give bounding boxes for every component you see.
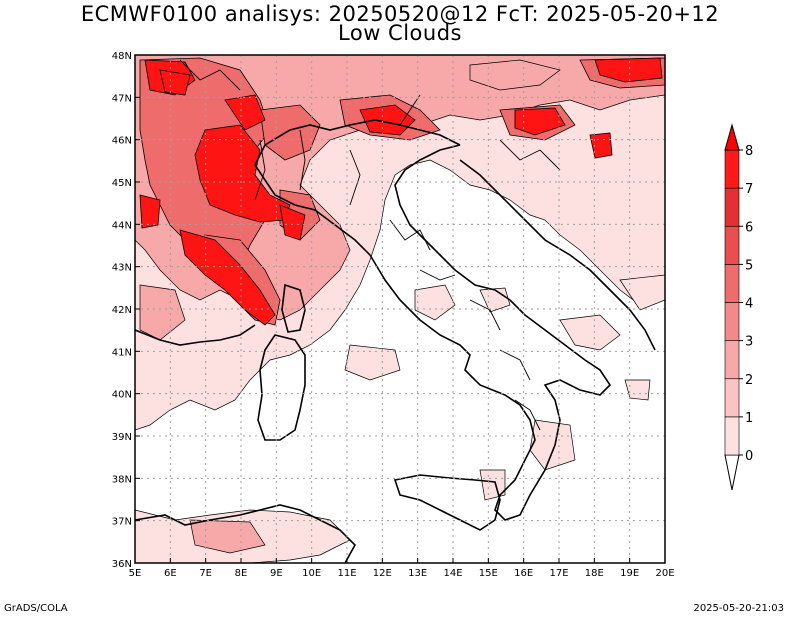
colorbar-label: 3 bbox=[745, 335, 753, 350]
colorbar-label: 5 bbox=[745, 258, 753, 273]
map-subtitle: Low Clouds bbox=[338, 21, 462, 45]
lat-tick-label: 46N bbox=[112, 136, 132, 147]
lat-tick-label: 38N bbox=[112, 474, 132, 485]
colorbar-low-triangle bbox=[724, 454, 740, 491]
lat-tick-label: 37N bbox=[112, 517, 132, 528]
lon-tick-label: 11E bbox=[337, 568, 356, 579]
lat-axis: 36N 37N 38N 39N 40N 41N 42N 43N 44N 45N 46N 47N 48N bbox=[112, 51, 140, 570]
lon-tick-label: 7E bbox=[199, 568, 212, 579]
region-borders bbox=[179, 59, 561, 431]
colorbar: 0 1 2 3 4 5 6 7 8 bbox=[724, 123, 753, 491]
lat-tick-label: 44N bbox=[112, 220, 132, 231]
colorbar-high-triangle bbox=[724, 123, 740, 151]
map-title: ECMWF0100 analisys: 20250520@12 FcT: 202… bbox=[80, 2, 720, 26]
footer-credit: GrADS/COLA bbox=[4, 603, 68, 614]
lat-tick-label: 41N bbox=[112, 347, 132, 358]
lon-axis: 5E 6E 7E 8E 9E 10E 11E 12E 13E 14E 15E 16E 17E 18E 19E… bbox=[129, 558, 675, 579]
lon-tick-label: 5E bbox=[129, 568, 142, 579]
lon-tick-label: 10E bbox=[302, 568, 321, 579]
lon-tick-label: 17E bbox=[549, 568, 568, 579]
colorbar-label: 1 bbox=[745, 411, 753, 426]
lon-tick-label: 19E bbox=[620, 568, 639, 579]
colorbar-swatch bbox=[724, 378, 740, 418]
colorbar-label: 8 bbox=[745, 144, 753, 159]
colorbar-swatch bbox=[724, 187, 740, 227]
lat-tick-label: 36N bbox=[112, 559, 132, 570]
footer-timestamp: 2025-05-20-21:03 bbox=[693, 603, 784, 614]
lat-tick-label: 48N bbox=[112, 51, 132, 62]
lon-tick-label: 14E bbox=[443, 568, 462, 579]
colorbar-label: 6 bbox=[745, 220, 753, 235]
colorbar-label: 2 bbox=[745, 373, 753, 388]
colorbar-swatch bbox=[724, 340, 740, 380]
lon-tick-label: 16E bbox=[514, 568, 533, 579]
colorbar-swatch bbox=[724, 302, 740, 341]
coastlines bbox=[135, 119, 656, 563]
colorbar-swatch bbox=[724, 416, 740, 456]
colorbar-swatch bbox=[724, 264, 740, 303]
lon-tick-label: 12E bbox=[373, 568, 392, 579]
colorbar-label: 0 bbox=[745, 449, 753, 464]
lon-tick-label: 6E bbox=[164, 568, 177, 579]
lon-tick-label: 18E bbox=[585, 568, 604, 579]
colorbar-label: 4 bbox=[745, 297, 753, 312]
graticule bbox=[135, 55, 665, 563]
cloud-level-8 bbox=[139, 57, 663, 326]
lat-tick-label: 47N bbox=[112, 93, 132, 104]
colorbar-swatch bbox=[724, 225, 740, 265]
lon-tick-label: 8E bbox=[235, 568, 248, 579]
lat-tick-label: 42N bbox=[112, 305, 132, 316]
lat-tick-label: 40N bbox=[112, 390, 132, 401]
lat-tick-label: 45N bbox=[112, 178, 132, 189]
lat-tick-label: 39N bbox=[112, 432, 132, 443]
lat-tick-label: 43N bbox=[112, 263, 132, 274]
lon-tick-label: 9E bbox=[270, 568, 283, 579]
colorbar-label: 7 bbox=[745, 182, 753, 197]
colorbar-swatch bbox=[724, 149, 740, 189]
lon-tick-label: 13E bbox=[408, 568, 427, 579]
lon-tick-label: 20E bbox=[655, 568, 674, 579]
lon-tick-label: 15E bbox=[479, 568, 498, 579]
